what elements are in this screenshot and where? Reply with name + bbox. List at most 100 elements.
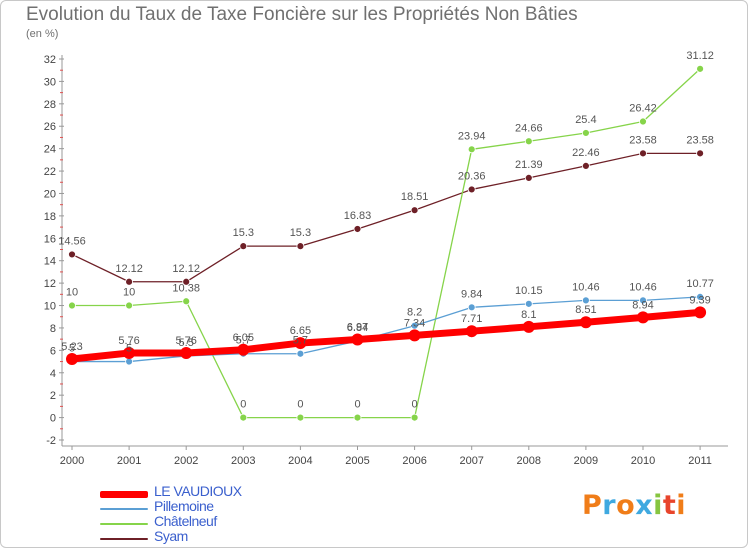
y-tick-label: 2	[50, 390, 56, 402]
y-tick-label: 26	[44, 121, 56, 133]
data-point	[296, 413, 305, 422]
data-label: 5.76	[118, 335, 139, 347]
data-label: 5.7	[293, 335, 308, 347]
y-tick-label: 30	[44, 76, 56, 88]
data-point	[694, 306, 707, 319]
x-tick-label: 2006	[402, 455, 426, 467]
data-label: 5.76	[175, 335, 196, 347]
y-tick-label: 14	[44, 256, 56, 268]
data-label: 6.84	[347, 322, 368, 334]
data-label: 5	[126, 343, 132, 355]
y-tick-label: 10	[44, 301, 56, 313]
data-label: 25.4	[575, 114, 596, 126]
y-tick-label: 16	[44, 233, 56, 245]
data-point	[66, 352, 78, 365]
data-label: 0	[354, 399, 360, 411]
logo-letter: i	[676, 490, 687, 521]
data-label: 15.3	[290, 227, 311, 239]
data-label: 12.12	[172, 263, 200, 275]
data-label: 10.15	[515, 285, 543, 297]
data-label: 8.51	[575, 304, 596, 316]
data-label: 6.65	[290, 325, 311, 337]
x-tick-label: 2007	[459, 455, 483, 467]
logo-letter: t	[662, 490, 677, 521]
legend-label: Châtelneuf	[154, 513, 217, 529]
y-axis-unit: (en %)	[26, 28, 59, 40]
logo-letter: r	[602, 490, 617, 521]
data-label: 22.46	[572, 147, 600, 159]
data-point	[639, 149, 647, 158]
data-label: 10	[123, 287, 135, 299]
data-label: 6.05	[233, 332, 254, 344]
data-point	[696, 149, 704, 158]
y-tick-label: 0	[50, 413, 56, 425]
data-label: 5	[69, 343, 75, 355]
data-point	[637, 311, 649, 324]
logo-letter: i	[653, 490, 663, 521]
data-point	[353, 225, 362, 233]
data-point	[68, 301, 76, 310]
x-tick-label: 2010	[631, 455, 655, 467]
data-point	[239, 242, 248, 251]
data-label: 26.42	[629, 103, 657, 115]
series-line	[71, 68, 701, 419]
data-label: 6.97	[347, 321, 368, 333]
data-label: 21.39	[515, 159, 543, 171]
x-tick-label: 2008	[517, 455, 541, 467]
legend-label: Syam	[154, 528, 188, 544]
y-tick-label: 12	[44, 278, 56, 290]
data-label: 23.58	[629, 134, 657, 146]
data-label: 8.2	[407, 307, 422, 319]
data-point	[123, 347, 136, 360]
data-point	[582, 296, 590, 305]
data-label: 16.83	[344, 210, 372, 222]
data-point	[353, 413, 362, 422]
data-label: 20.36	[458, 170, 486, 182]
data-label: 7.34	[404, 317, 425, 329]
data-point	[639, 296, 647, 305]
x-tick-label: 2009	[574, 455, 598, 467]
y-tick-label: 28	[44, 99, 56, 111]
data-point	[582, 162, 590, 170]
data-point	[296, 242, 305, 251]
y-tick-label: 32	[44, 54, 56, 66]
y-tick-label: 8	[50, 323, 56, 335]
data-point	[639, 117, 647, 126]
legend-swatch	[100, 491, 148, 498]
y-tick-label: 20	[44, 188, 56, 200]
data-point	[410, 321, 419, 330]
data-point	[467, 185, 476, 194]
data-label: 10.77	[686, 278, 714, 290]
data-point	[524, 137, 533, 146]
data-point	[696, 293, 704, 301]
data-point	[524, 173, 533, 182]
x-tick-label: 2004	[288, 455, 312, 467]
y-tick-label: 6	[50, 345, 56, 357]
series-le-vaudioux	[66, 306, 707, 365]
data-point	[294, 337, 307, 350]
data-label: 23.94	[458, 130, 486, 142]
data-label: 5.7	[236, 335, 251, 347]
logo-letter: o	[616, 490, 636, 521]
series-syam	[68, 149, 704, 286]
series-ch-telneuf	[68, 64, 704, 422]
data-label: 10	[66, 287, 78, 299]
data-point	[410, 413, 419, 422]
data-point	[125, 357, 134, 366]
x-tick-label: 2011	[688, 455, 712, 467]
data-point	[351, 333, 364, 346]
data-label: 0	[412, 399, 418, 411]
data-label: 10.38	[172, 282, 200, 294]
data-point	[522, 320, 535, 333]
data-label: 9.84	[461, 288, 482, 300]
data-point	[467, 145, 476, 154]
y-tick-label: -2	[46, 435, 56, 447]
data-label: 8.94	[632, 299, 653, 311]
data-label: 31.12	[686, 50, 714, 62]
data-point	[410, 206, 419, 215]
data-labels: 14.56 12.12 12.12 15.3 15.3 16.83 18.51 20.36 21…	[58, 50, 714, 411]
data-point	[237, 343, 250, 356]
data-point	[467, 303, 476, 312]
